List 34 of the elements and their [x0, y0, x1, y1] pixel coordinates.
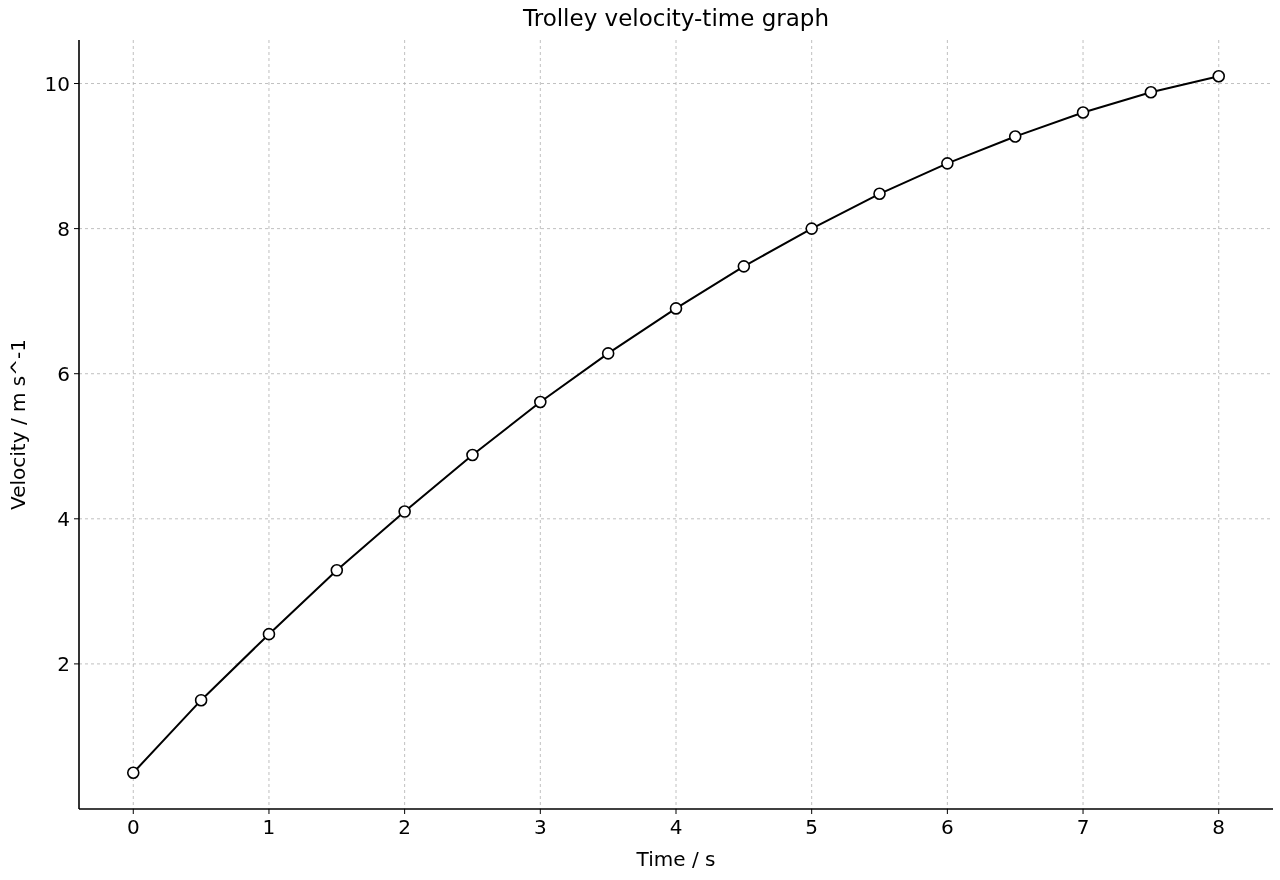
x-tick-label: 8 [1212, 815, 1226, 839]
point [601, 347, 615, 360]
x-tick-label: 0 [126, 815, 140, 839]
x-tick-label: 3 [533, 815, 547, 839]
point [941, 157, 954, 170]
x-tick-label: 5 [805, 815, 819, 839]
point [466, 448, 479, 462]
y-tick-label: 8 [57, 216, 70, 241]
x-tick-label: 6 [941, 815, 954, 839]
point [330, 564, 344, 577]
point [398, 505, 411, 518]
point [194, 693, 208, 707]
y-tick-label: 10 [44, 71, 70, 96]
point [1212, 69, 1226, 83]
x-tick-label: 4 [669, 815, 683, 839]
y-tick-label: 4 [57, 506, 70, 531]
x-axis-title: Time / s [635, 847, 716, 871]
point [126, 766, 140, 780]
point [805, 222, 818, 235]
y-axis-title: Velocity / m s^-1 [6, 339, 30, 510]
point [669, 302, 683, 315]
point [1144, 85, 1158, 99]
y-tick-label: 6 [57, 361, 70, 386]
chart-title: Trolley velocity-time graph [522, 5, 829, 31]
x-tick-label: 2 [398, 815, 411, 839]
point [1008, 130, 1022, 143]
point [534, 395, 547, 409]
point [873, 187, 886, 201]
y-tick-label: 2 [57, 651, 70, 676]
x-tick-label: 7 [1076, 815, 1090, 839]
point [1076, 106, 1090, 119]
x-tick-label: 1 [262, 815, 276, 839]
point [262, 627, 276, 641]
point [737, 260, 751, 273]
